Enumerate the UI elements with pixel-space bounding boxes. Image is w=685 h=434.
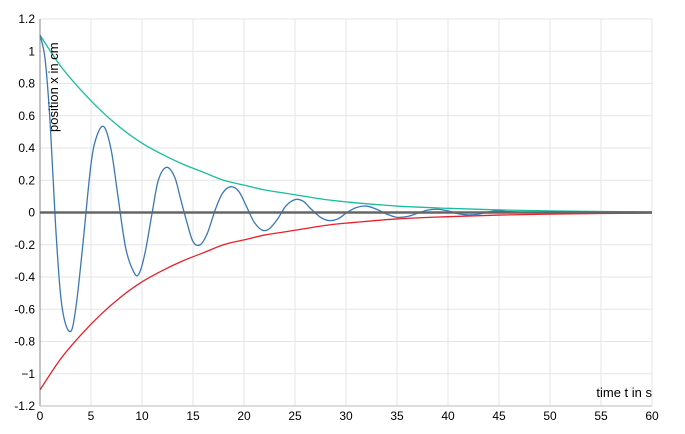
x-tick-label: 25 xyxy=(288,409,302,423)
y-tick-label: 1 xyxy=(28,44,35,58)
x-axis-label: time t in s xyxy=(596,385,652,400)
y-tick-label: -0.2 xyxy=(14,238,35,252)
x-tick-label: 5 xyxy=(88,409,95,423)
y-tick-label: 1.2 xyxy=(18,12,35,26)
x-tick-label: 30 xyxy=(339,409,353,423)
y-tick-label: -0.4 xyxy=(14,270,35,284)
y-tick-label: -0.8 xyxy=(14,335,35,349)
y-tick-label: 0.2 xyxy=(18,173,35,187)
y-tick-label: -1.2 xyxy=(14,399,35,413)
x-tick-label: 0 xyxy=(37,409,44,423)
lower-envelope-line xyxy=(39,212,653,391)
y-tick-label: 0.8 xyxy=(18,77,35,91)
x-tick-label: 35 xyxy=(390,409,404,423)
x-tick-label: 20 xyxy=(237,409,251,423)
y-tick-label: 0.6 xyxy=(18,109,35,123)
x-tick-label: 60 xyxy=(645,409,659,423)
x-tick-label: 55 xyxy=(594,409,608,423)
series xyxy=(39,34,653,391)
upper-envelope-line xyxy=(39,34,653,213)
y-tick-label: 0 xyxy=(28,206,35,220)
y-tick-label: 0.4 xyxy=(18,141,35,155)
x-tick-label: 50 xyxy=(543,409,557,423)
y-tick-label: −1 xyxy=(21,367,35,381)
y-tick-label: -0.6 xyxy=(14,302,35,316)
x-tick-label: 10 xyxy=(135,409,149,423)
x-tick-label: 45 xyxy=(492,409,506,423)
y-axis-label: position x in cm xyxy=(46,42,61,132)
x-tick-label: 40 xyxy=(441,409,455,423)
tick-labels: 0 5 10 15 20 25 30 35 40 45 50 55 60 1.2 1 0.8 0.6 0.4 0.2… xyxy=(14,12,659,423)
x-tick-label: 15 xyxy=(186,409,200,423)
